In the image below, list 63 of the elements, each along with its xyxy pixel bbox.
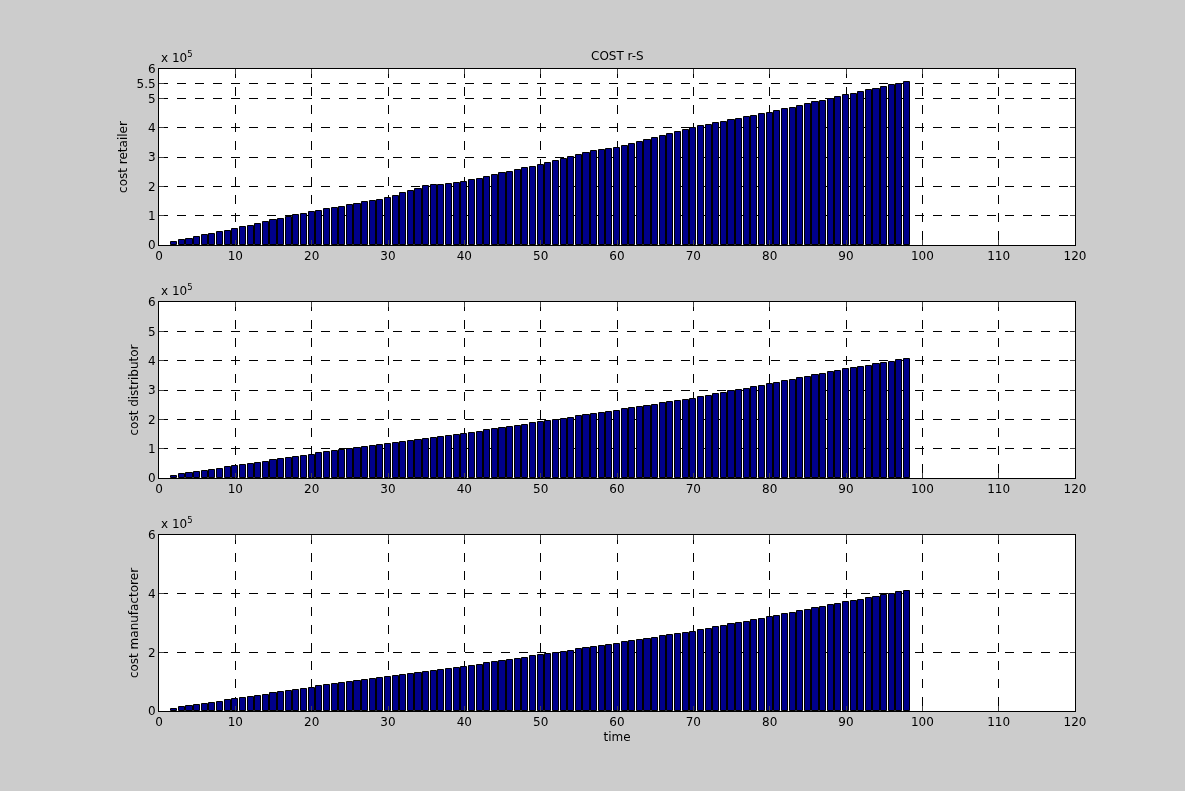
y-tick-label: 2 [147,412,156,427]
x-tick-label: 60 [609,715,625,730]
x-tick-label: 90 [838,249,854,264]
y-tick-label: 3 [147,150,156,165]
y-tick-label: 2 [147,179,156,194]
x-tick-label: 60 [609,482,625,497]
x-tick-label: 70 [685,715,701,730]
x-tick-label: 20 [304,249,320,264]
x-tick-label: 10 [227,482,243,497]
y-tick-label: 0 [147,704,156,719]
x-tick-label: 10 [227,715,243,730]
x-tick-label: 100 [910,715,934,730]
x-tick-label: 120 [1063,482,1087,497]
x-tick-label: 80 [762,482,778,497]
y-axis-title: cost retailer [115,121,130,193]
x-tick-label: 20 [304,482,320,497]
x-tick-label: 40 [456,715,472,730]
x-tick-label: 50 [533,715,549,730]
x-tick-label: 20 [304,715,320,730]
x-tick-label: 50 [533,482,549,497]
y-tick-label: 0 [147,238,156,253]
y-tick-label: 6 [147,528,156,543]
y-tick-label: 0 [147,471,156,486]
y-tick-label: 5.5 [136,76,156,91]
x-tick-label: 120 [1063,715,1087,730]
x-tick-label: 50 [533,249,549,264]
y-axis-title: cost manufactorer [127,567,142,679]
y-tick-label: 4 [147,586,156,601]
chart-title: COST r-S [591,49,644,63]
x-tick-label: 100 [910,482,934,497]
x-tick-label: 80 [762,249,778,264]
x-tick-label: 80 [762,715,778,730]
y-tick-label: 5 [147,91,156,106]
x-tick-label: 10 [227,249,243,264]
x-tick-label: 30 [380,715,396,730]
y-tick-label: 4 [147,120,156,135]
y-tick-label: 4 [147,353,156,368]
x-tick-label: 60 [609,249,625,264]
x-tick-label: 90 [838,482,854,497]
x-tick-label: 110 [987,249,1011,264]
x-tick-label: 110 [987,715,1011,730]
x-tick-label: 30 [380,482,396,497]
x-tick-label: 110 [987,482,1011,497]
y-axis-title: cost distributor [127,344,142,436]
y-tick-label: 1 [147,441,156,456]
y-tick-label: 1 [147,208,156,223]
x-tick-label: 40 [456,249,472,264]
x-tick-label: 70 [685,249,701,264]
x-tick-label: 40 [456,482,472,497]
x-tick-label: 120 [1063,249,1087,264]
text: x 10$^{5}$ [161,49,193,66]
x-tick-label: 100 [910,249,934,264]
y-tick-label: 5 [147,324,156,339]
text: x 10$^{5}$ [161,282,193,299]
y-tick-label: 6 [147,295,156,310]
y-tick-label: 6 [147,62,156,77]
x-tick-label: 90 [838,715,854,730]
y-tick-label: 2 [147,645,156,660]
y-tick-label: 3 [147,383,156,398]
text: x 10$^{5}$ [161,515,193,532]
x-axis-title: time [603,730,631,745]
x-tick-label: 30 [380,249,396,264]
x-tick-label: 70 [685,482,701,497]
